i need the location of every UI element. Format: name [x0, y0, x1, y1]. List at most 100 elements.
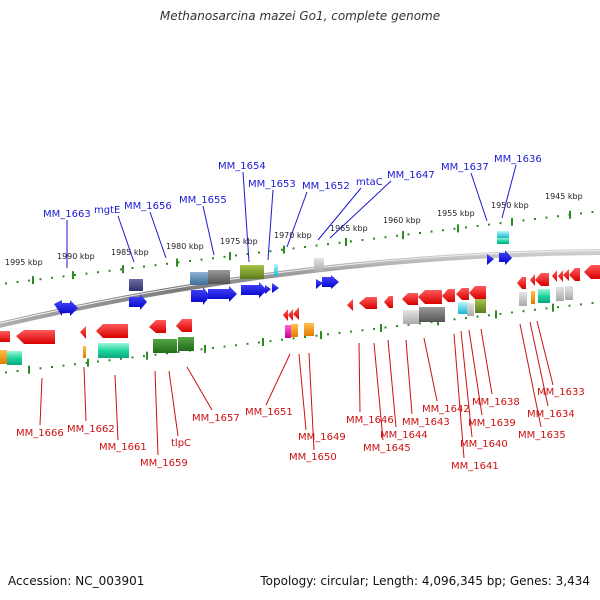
scale-minor-tick — [85, 272, 88, 275]
scale-minor-tick — [522, 310, 525, 313]
scale-minor-tick — [488, 223, 490, 226]
scale-major-tick — [262, 338, 264, 346]
scale-minor-tick — [453, 227, 456, 230]
scale-major-tick — [552, 303, 554, 312]
scale-major-tick — [380, 324, 382, 332]
gene-arrow-rev — [80, 326, 86, 339]
scale-minor-tick — [591, 211, 594, 213]
scale-minor-tick — [396, 325, 398, 328]
scale-minor-tick — [315, 244, 318, 247]
scale-minor-tick — [108, 269, 111, 272]
scale-major-tick — [495, 310, 497, 319]
scale-minor-tick — [97, 360, 99, 363]
label-connector — [501, 164, 517, 219]
scale-minor-tick — [258, 341, 260, 344]
gene-arrow-rev — [16, 330, 55, 344]
scale-minor-tick — [269, 250, 272, 253]
scale-minor-tick — [304, 336, 306, 338]
bottom-gene-labels: MM_1666 MM_1662 MM_1661 MM_1659 tlpC MM_… — [16, 387, 585, 472]
scale-minor-tick — [74, 363, 76, 366]
scale-minor-tick — [108, 359, 111, 362]
genome-backbone — [0, 249, 600, 328]
gene-arrow-fwd — [191, 287, 210, 305]
gene-arrow-fwd — [487, 254, 494, 265]
gene-label-top: MM_1636 — [494, 154, 542, 165]
scale-minor-tick — [74, 274, 76, 276]
scale-major-tick — [320, 331, 322, 340]
scale-label: 1955 kbp — [437, 209, 475, 218]
gene-arrow-rev — [359, 297, 377, 309]
scale-minor-tick — [120, 357, 122, 360]
scale-minor-tick — [453, 318, 456, 321]
feature-box-teal — [98, 343, 129, 358]
gene-label-top: mtaC — [356, 177, 383, 188]
gene-label-bottom: MM_1633 — [537, 387, 585, 398]
gene-label-top: MM_1655 — [179, 195, 227, 206]
scale-minor-tick — [361, 329, 364, 332]
gene-label-bottom: MM_1635 — [518, 430, 566, 441]
scale-minor-tick — [16, 370, 19, 372]
label-connector — [358, 342, 361, 413]
gene-arrow-fwd — [208, 286, 237, 302]
gene-arrow-fwd — [265, 285, 271, 294]
scale-minor-tick — [304, 246, 306, 248]
feature-box-grey — [208, 270, 230, 284]
gene-label-bottom: MM_1649 — [298, 432, 346, 443]
scale-label: 1970 kbp — [274, 231, 312, 240]
label-connector — [468, 329, 483, 416]
scale-minor-tick — [534, 218, 536, 220]
gene-label-bottom: MM_1639 — [468, 418, 516, 429]
genome-summary-text: Topology: circular; Length: 4,096,345 bp… — [260, 574, 590, 588]
scale-minor-tick — [327, 333, 329, 336]
feature-box-teal — [7, 351, 22, 365]
scale-labels: 1995 kbp 1990 kbp 1985 kbp 1980 kbp 1975 kbp… — [5, 192, 583, 267]
scale-minor-tick — [281, 338, 283, 341]
scale-minor-tick — [39, 367, 42, 370]
scale-minor-tick — [5, 282, 7, 285]
forward-strand-genes — [54, 250, 512, 316]
label-connector — [453, 333, 465, 459]
gene-arrow-rev — [347, 299, 353, 311]
feature-box-teal — [538, 289, 550, 303]
gene-label-top: MM_1637 — [441, 162, 489, 173]
feature-box-orange — [83, 346, 86, 358]
gene-label-bottom: MM_1646 — [346, 415, 394, 426]
scale-minor-tick — [223, 255, 226, 258]
label-connector — [83, 366, 87, 422]
scale-major-tick — [204, 344, 206, 353]
gene-label-bottom: MM_1645 — [363, 443, 411, 454]
scale-minor-tick — [350, 330, 352, 333]
scale-minor-tick — [327, 243, 329, 246]
scale-bottom-ticks — [5, 302, 594, 374]
feature-box-cyan-2 — [497, 231, 509, 238]
reverse-strand-genes — [0, 265, 600, 344]
scale-minor-tick — [62, 364, 65, 367]
scale-minor-tick — [338, 241, 341, 244]
gene-label-top: MM_1654 — [218, 161, 266, 172]
gene-arrow-rev — [149, 320, 166, 333]
label-connector — [308, 352, 315, 451]
scale-minor-tick — [361, 239, 364, 241]
feature-track-upper — [129, 231, 509, 291]
gene-arrow-rev — [558, 270, 563, 282]
scale-minor-tick — [28, 279, 30, 282]
label-connector — [470, 172, 488, 222]
scale-minor-tick — [85, 361, 88, 364]
gene-arrow-rev — [569, 268, 580, 281]
scale-label: 1950 kbp — [491, 201, 529, 210]
scale-major-tick — [28, 365, 30, 374]
label-connector — [267, 189, 274, 261]
gene-arrow-rev — [584, 265, 600, 279]
scale-label: 1960 kbp — [383, 216, 421, 225]
scale-major-tick — [402, 231, 404, 240]
feature-box-ltgrey — [403, 310, 419, 324]
scale-minor-tick — [120, 268, 122, 271]
scale-major-tick — [511, 217, 513, 226]
scale-major-tick — [87, 358, 89, 367]
gene-arrow-rev — [293, 307, 299, 320]
feature-box-navy — [129, 279, 143, 291]
scale-minor-tick — [51, 276, 53, 279]
gene-label-bottom: MM_1650 — [289, 452, 337, 463]
gene-arrow-rev — [402, 293, 418, 305]
gene-arrow-rev — [96, 324, 128, 338]
